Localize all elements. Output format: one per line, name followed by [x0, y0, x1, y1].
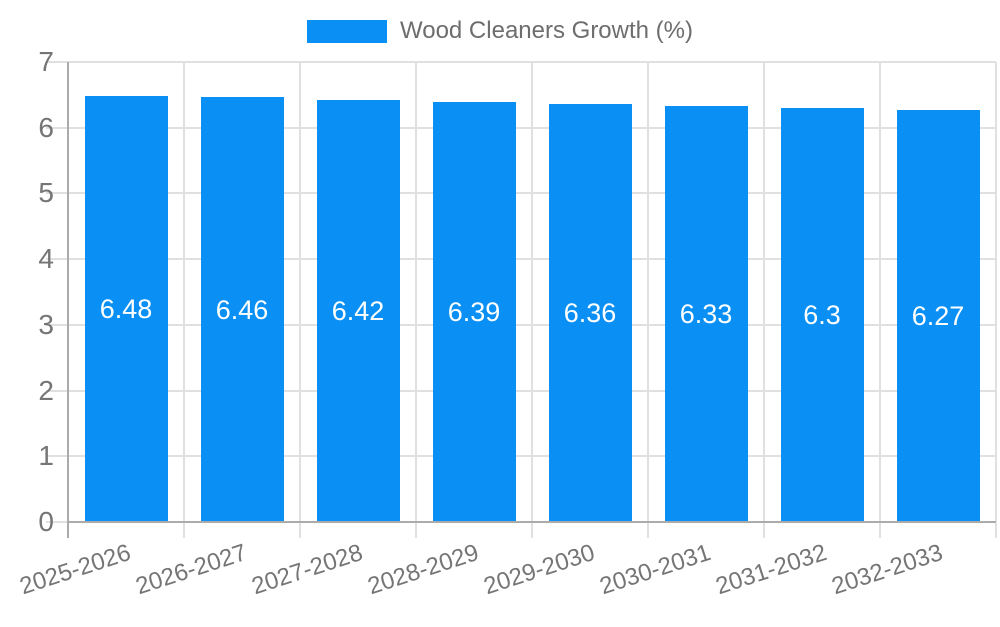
- bar-value-label: 6.48: [99, 294, 153, 325]
- bar: 6.33: [664, 106, 748, 522]
- gridline-vertical: [879, 62, 881, 522]
- gridline-horizontal: [46, 126, 996, 129]
- y-tick-label: 4: [38, 243, 54, 275]
- bar-value-label: 6.42: [331, 296, 385, 327]
- legend-label: Wood Cleaners Growth (%): [400, 17, 693, 44]
- gridline-horizontal: [46, 389, 996, 392]
- gridline-vertical: [415, 62, 417, 522]
- gridline-horizontal: [46, 192, 996, 195]
- y-axis-line: [67, 62, 69, 538]
- gridline-horizontal: [46, 258, 996, 261]
- bar: 6.48: [84, 96, 168, 522]
- bar-value-label: 6.27: [911, 300, 965, 331]
- bar: 6.36: [548, 104, 632, 522]
- x-tick-mark: [415, 523, 417, 538]
- chart-legend: Wood Cleaners Growth (%): [307, 17, 693, 45]
- y-tick-label: 2: [38, 374, 54, 406]
- bar-value-label: 6.46: [215, 294, 269, 325]
- gridline-horizontal: [46, 323, 996, 326]
- y-tick-label: 3: [38, 308, 54, 340]
- y-tick-label: 0: [38, 506, 54, 537]
- x-tick-mark: [879, 523, 881, 538]
- bar: 6.46: [200, 97, 284, 522]
- bar-value-label: 6.3: [803, 300, 841, 330]
- x-tick-mark: [995, 523, 997, 538]
- bar-value-label: 6.33: [679, 299, 733, 329]
- gridline-vertical: [183, 62, 185, 522]
- plot-area: 6.48 6.46 6.42 6.39 6.36 6.33 6.3 6.27: [46, 61, 997, 538]
- y-tick-label: 6: [38, 111, 54, 143]
- gridline-vertical: [763, 62, 765, 522]
- legend-swatch: [307, 19, 387, 43]
- x-axis-line: [68, 521, 996, 523]
- gridline-vertical: [647, 62, 649, 522]
- y-tick-label: 1: [38, 440, 54, 472]
- bar: 6.3: [780, 108, 864, 522]
- x-tick-mark: [299, 523, 301, 538]
- bar: 6.27: [896, 109, 980, 522]
- x-tick-mark: [183, 523, 185, 538]
- x-tick-mark: [647, 523, 649, 538]
- gridline-vertical: [299, 62, 301, 522]
- gridline-vertical: [995, 62, 997, 522]
- bar-chart: Wood Cleaners Growth (%) 6.48 6.46 6.42 6.3…: [16, 17, 997, 601]
- y-tick-label: 7: [38, 46, 54, 77]
- bar: 6.39: [432, 102, 516, 522]
- bar-value-label: 6.39: [447, 297, 501, 328]
- gridline-horizontal: [46, 61, 996, 64]
- x-tick-mark: [531, 523, 533, 538]
- y-tick-label: 5: [38, 177, 54, 209]
- gridline-horizontal: [46, 455, 996, 458]
- gridline-vertical: [531, 62, 533, 522]
- bar-value-label: 6.36: [563, 298, 617, 329]
- x-tick-mark: [763, 523, 765, 538]
- bar: 6.42: [316, 100, 400, 522]
